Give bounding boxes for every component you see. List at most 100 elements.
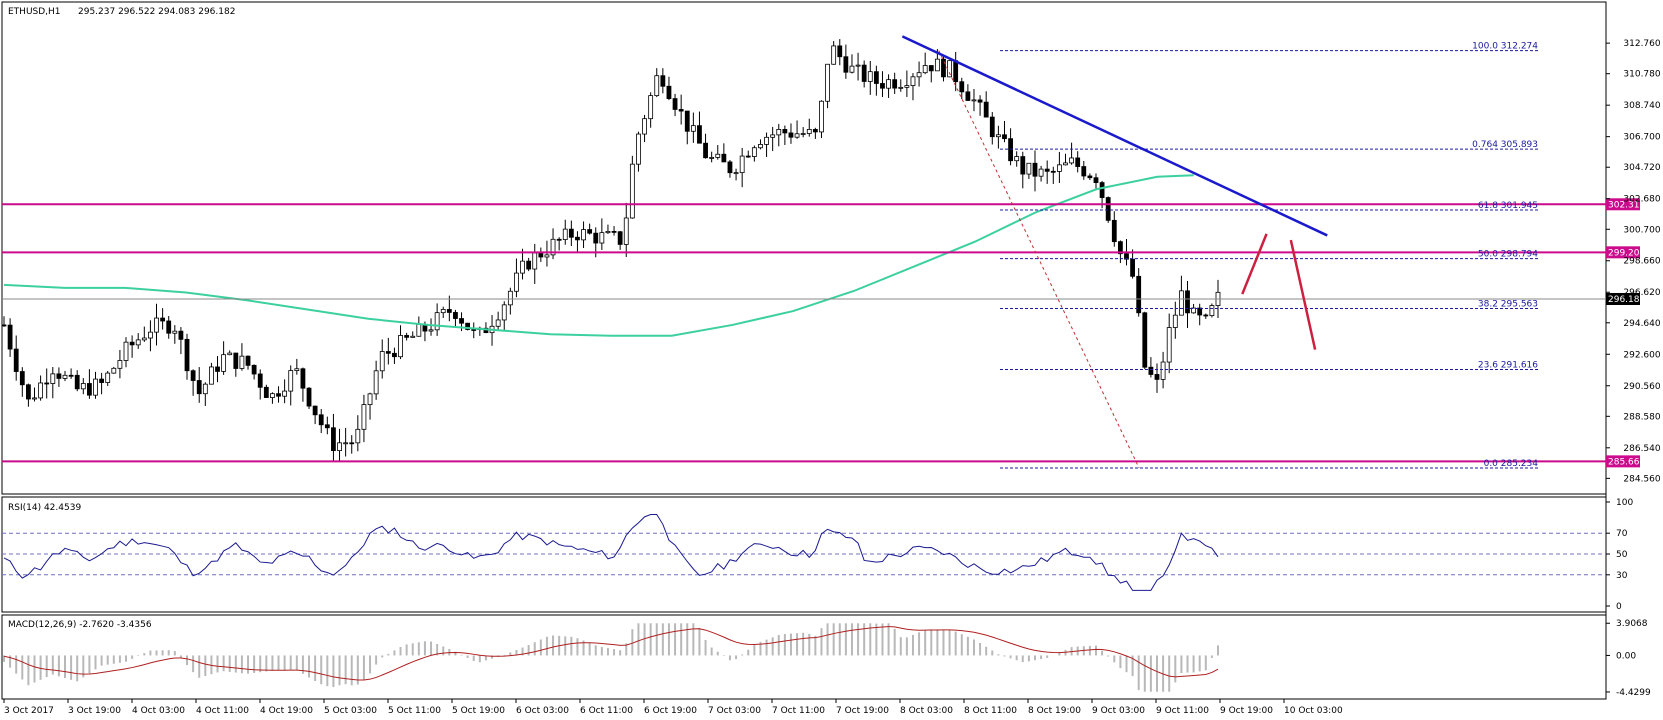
candle-body — [1191, 307, 1196, 314]
candle-body — [1117, 241, 1123, 255]
candle-body — [892, 79, 898, 89]
candle-body — [1038, 168, 1044, 177]
candle-body — [782, 129, 788, 134]
candle-body — [611, 230, 617, 233]
rsi-title: RSI(14) 42.4539 — [8, 503, 81, 513]
chart-ohlc-label: 295.237 296.522 294.083 296.182 — [78, 7, 235, 17]
candle-body — [910, 76, 916, 86]
time-tick-label: 6 Oct 19:00 — [644, 706, 697, 716]
candle-body — [1124, 253, 1129, 260]
price-tick-label: 284.560 — [1623, 474, 1660, 484]
time-tick-label: 4 Oct 11:00 — [196, 706, 249, 716]
time-tick-label: 10 Oct 03:00 — [1284, 706, 1343, 716]
candle-body — [32, 397, 37, 400]
candle-body — [837, 45, 843, 58]
candle-body — [251, 364, 257, 375]
time-tick-label: 5 Oct 03:00 — [324, 706, 377, 716]
candle-body — [629, 163, 635, 219]
projection-arrow — [1289, 239, 1317, 350]
candle-body — [715, 153, 721, 158]
candle-body — [989, 116, 995, 138]
candle-body — [806, 129, 812, 134]
candle-body — [873, 71, 879, 84]
candle-body — [99, 378, 105, 383]
candle-body — [928, 65, 934, 72]
candle-body — [1136, 275, 1142, 314]
price-tick-label: 288.580 — [1623, 412, 1660, 422]
fib-level-label: 0.0 285.234 — [1484, 459, 1539, 469]
time-tick-label: 9 Oct 11:00 — [1156, 706, 1209, 716]
candle-body — [306, 387, 312, 407]
candle-body — [361, 404, 367, 430]
candle-body — [501, 304, 507, 321]
candle-body — [1172, 314, 1178, 328]
candle-body — [434, 312, 440, 331]
candle-body — [794, 133, 800, 138]
candle-body — [1050, 170, 1056, 173]
level-price-label: 302.318 — [1608, 200, 1645, 210]
candle-body — [672, 98, 678, 110]
candle-body — [172, 330, 178, 334]
candle-body — [117, 360, 123, 369]
fib-level-label: 100.0 312.274 — [1472, 42, 1538, 52]
candle-body — [758, 144, 763, 149]
candle-body — [166, 320, 172, 334]
candle-body — [666, 85, 672, 100]
candle-body — [38, 382, 44, 399]
fib-level-label: 38.2 295.563 — [1478, 300, 1538, 310]
level-price-tag — [1606, 455, 1640, 468]
candle-body — [538, 252, 544, 258]
candle-body — [410, 335, 416, 338]
price-tick-label: 292.600 — [1623, 350, 1660, 360]
candle-body — [526, 260, 532, 270]
candle-body — [7, 324, 13, 350]
candle-body — [562, 228, 568, 240]
candle-body — [324, 424, 330, 429]
price-tick-label: 302.680 — [1623, 195, 1660, 205]
candle-body — [898, 86, 904, 89]
candle-body — [190, 370, 196, 381]
candle-body — [831, 45, 837, 65]
candle-body — [770, 134, 776, 138]
candle-body — [922, 65, 928, 74]
time-tick-label: 8 Oct 19:00 — [1028, 706, 1081, 716]
candle-body — [1020, 156, 1026, 175]
candle-body — [1148, 366, 1154, 375]
level-price-label: 299.206 — [1608, 248, 1645, 258]
price-tick-label: 286.540 — [1623, 444, 1660, 454]
candle-body — [971, 99, 977, 102]
candle-body — [465, 322, 471, 330]
candle-body — [196, 380, 202, 395]
candle-body — [276, 393, 281, 397]
current-price-tag — [1606, 292, 1640, 305]
chart-symbol-label: ETHUSD,H1 — [8, 7, 61, 17]
candle-body — [520, 260, 525, 274]
candle-body — [282, 390, 288, 397]
candle-body — [56, 373, 62, 379]
candle-body — [1002, 134, 1007, 140]
candle-body — [648, 95, 654, 120]
candle-body — [392, 352, 397, 358]
candle-body — [593, 232, 599, 244]
candle-body — [1032, 162, 1038, 177]
candle-body — [26, 384, 31, 400]
macd-signal-line — [3, 626, 1219, 681]
candle-body — [678, 109, 684, 112]
candle-body — [812, 129, 818, 133]
candle-body — [1130, 258, 1135, 277]
price-tick-label: 308.740 — [1623, 101, 1660, 111]
candle-body — [709, 157, 715, 159]
candle-body — [19, 371, 25, 386]
price-tick-label: 290.560 — [1623, 382, 1660, 392]
projection-arrow — [1241, 233, 1268, 295]
fib-level-label: 50.0 298.794 — [1478, 250, 1538, 260]
candle-body — [263, 386, 269, 398]
candle-body — [959, 81, 965, 93]
candle-body — [947, 60, 952, 78]
time-tick-label: 3 Oct 19:00 — [68, 706, 121, 716]
candle-body — [178, 330, 184, 340]
candle-body — [800, 133, 806, 135]
candle-body — [312, 405, 318, 416]
candle-body — [904, 85, 910, 88]
